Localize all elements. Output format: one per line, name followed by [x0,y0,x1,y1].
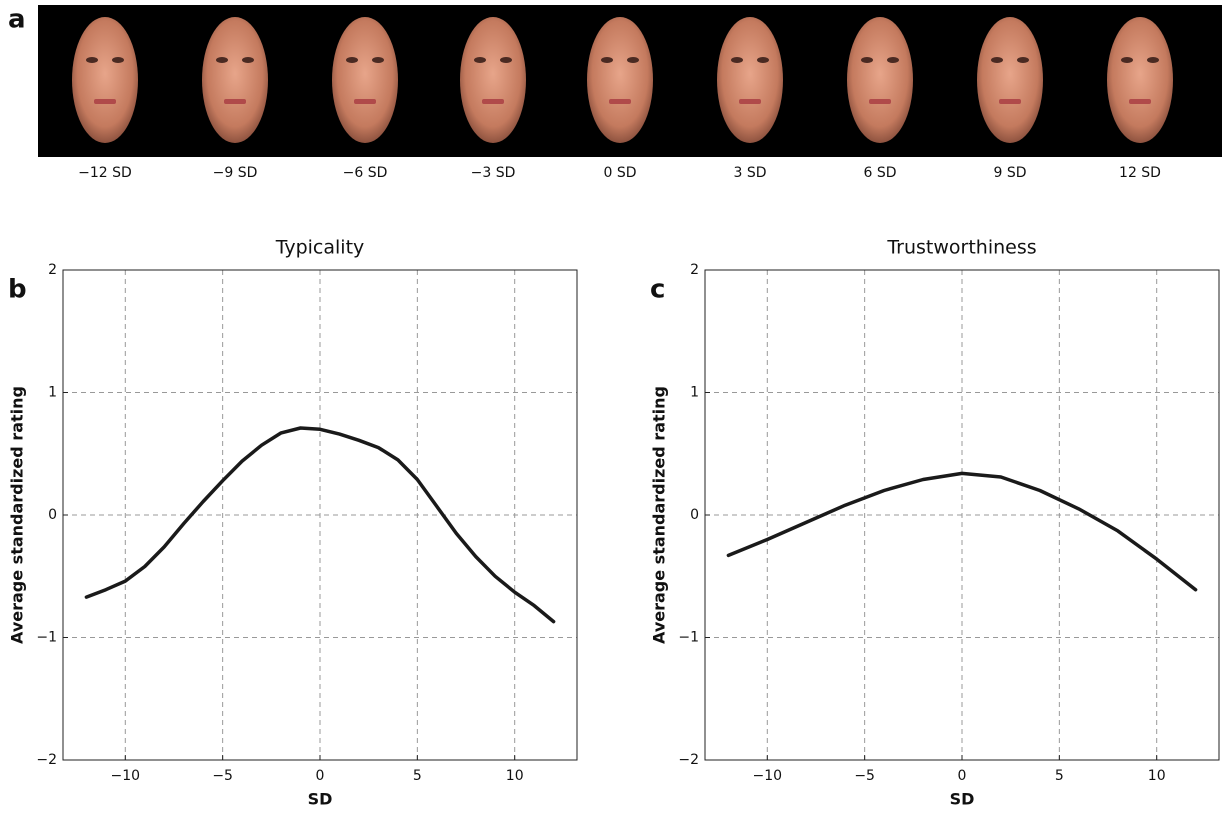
y-tick-label: 2 [690,262,699,278]
face-label: −9 SD [213,165,258,181]
face-label: 6 SD [863,165,896,181]
face [202,17,268,143]
face-label: 12 SD [1119,165,1161,181]
mouth [482,99,504,104]
mouth [609,99,631,104]
y-tick-label: −2 [678,752,699,768]
mouth [869,99,891,104]
y-tick-label: 0 [48,507,57,523]
face [460,17,526,143]
panel-label: b [8,275,27,305]
eye [500,57,512,63]
eye [1147,57,1159,63]
face-label: 9 SD [993,165,1026,181]
y-tick-label: −1 [678,630,699,646]
x-tick-label: −10 [111,768,141,784]
eye [112,57,124,63]
x-tick-label: 10 [506,768,524,784]
mouth [94,99,116,104]
plot-frame [62,269,578,761]
x-axis-label: SD [308,790,333,809]
chart-title: Typicality [275,237,365,259]
face-label: −12 SD [78,165,132,181]
eye [1121,57,1133,63]
face-label: 3 SD [733,165,766,181]
y-tick-label: −1 [36,630,57,646]
x-tick-label: −5 [212,768,233,784]
x-tick-label: −5 [854,768,875,784]
x-tick-label: 10 [1148,768,1166,784]
eye [1017,57,1029,63]
face [847,17,913,143]
plot-frame [704,269,1220,761]
mouth [739,99,761,104]
face [332,17,398,143]
x-tick-label: 5 [1055,768,1064,784]
mouth [999,99,1021,104]
line [84,426,556,624]
eye [627,57,639,63]
face-label: −3 SD [471,165,516,181]
eye [474,57,486,63]
x-axis-label: SD [950,790,975,809]
face-label: −6 SD [343,165,388,181]
face [72,17,138,143]
eye [887,57,899,63]
eye [346,57,358,63]
eye [86,57,98,63]
face [717,17,783,143]
x-tick-label: 5 [413,768,422,784]
x-tick-label: 0 [316,768,325,784]
y-tick-label: 1 [690,385,699,401]
mouth [354,99,376,104]
eye [731,57,743,63]
y-axis-label: Average standardized rating [650,386,669,644]
face [587,17,653,143]
panel-label: c [650,275,665,305]
chart-title: Trustworthiness [886,237,1036,259]
y-tick-label: 1 [48,385,57,401]
eye [861,57,873,63]
y-tick-label: 2 [48,262,57,278]
mouth [1129,99,1151,104]
face [977,17,1043,143]
eye [601,57,613,63]
panel-label: a [8,5,26,35]
y-axis-label: Average standardized rating [8,386,27,644]
y-tick-label: 0 [690,507,699,523]
eye [991,57,1003,63]
eye [757,57,769,63]
face [1107,17,1173,143]
eye [242,57,254,63]
x-tick-label: −10 [753,768,783,784]
face-label: 0 SD [603,165,636,181]
x-tick-label: 0 [958,768,967,784]
y-tick-label: −2 [36,752,57,768]
mouth [224,99,246,104]
faces [72,17,1173,143]
eye [372,57,384,63]
line [726,471,1198,592]
eye [216,57,228,63]
